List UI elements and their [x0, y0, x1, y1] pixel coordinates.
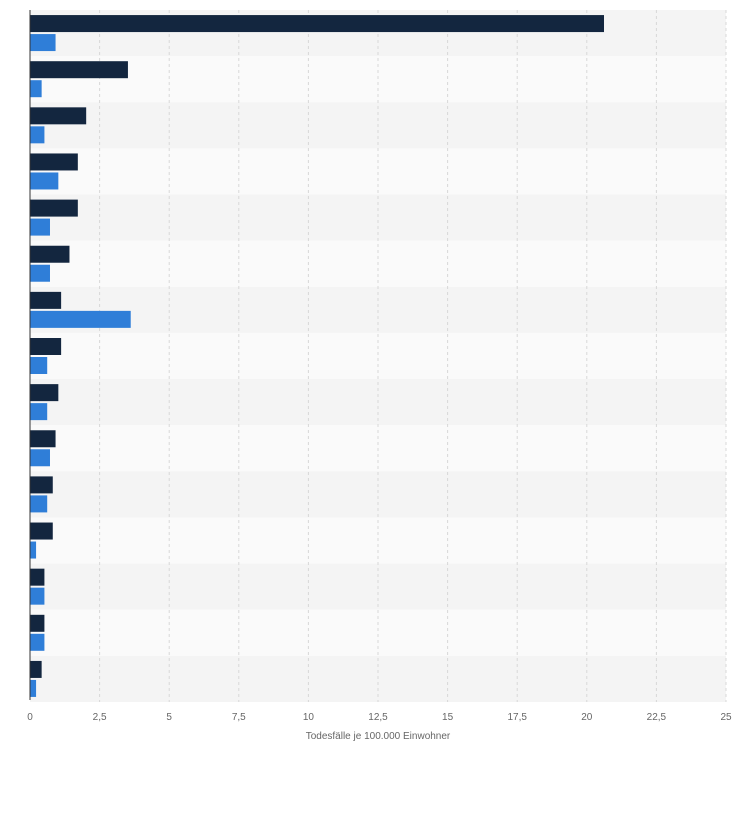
bar-series-2-row-2	[30, 80, 42, 98]
x-tick-label: 10	[303, 712, 315, 723]
series-2-bars	[30, 34, 131, 697]
bar-series-1-row-12	[30, 522, 53, 540]
x-tick-label: 25	[720, 712, 732, 723]
x-tick-label: 5	[166, 712, 172, 723]
x-tick-label: 0	[27, 712, 33, 723]
x-axis-title: Todesfälle je 100.000 Einwohner	[306, 731, 451, 742]
bar-series-2-row-8	[30, 357, 48, 374]
x-tick-label: 15	[442, 712, 454, 723]
x-tick-label: 12,5	[368, 712, 388, 723]
bar-series-2-row-14	[30, 633, 45, 651]
x-axis-ticks: 0 2,5 5 7,5 10 12,5 15 17,5 20 22,5 25	[27, 712, 732, 723]
bar-series-1-row-7	[30, 291, 62, 309]
x-tick-label: 7,5	[232, 712, 246, 723]
bar-series-2-row-15	[30, 679, 37, 697]
series-1-bars	[30, 15, 605, 678]
bar-series-1-row-9	[30, 384, 59, 402]
bar-series-2-row-13	[30, 587, 45, 605]
bar-series-2-row-7	[30, 310, 131, 328]
bar-series-1-row-2	[30, 61, 128, 79]
bar-series-1-row-13	[30, 568, 45, 586]
bar-series-1-row-8	[30, 338, 62, 355]
bar-series-1-row-3	[30, 107, 87, 125]
bar-series-1-row-15	[30, 660, 42, 678]
bar-series-1-row-11	[30, 476, 53, 494]
bar-series-2-row-4	[30, 172, 59, 190]
bar-series-1-row-6	[30, 245, 70, 263]
bar-series-2-row-1	[30, 34, 56, 52]
bar-series-1-row-1	[30, 15, 605, 33]
bar-series-2-row-9	[30, 403, 48, 421]
bar-series-2-row-11	[30, 495, 48, 513]
bar-series-1-row-14	[30, 614, 45, 632]
x-tick-label: 20	[581, 712, 593, 723]
bar-series-2-row-10	[30, 449, 50, 467]
bar-series-2-row-5	[30, 218, 50, 236]
bar-series-2-row-6	[30, 264, 50, 282]
bar-series-1-row-10	[30, 430, 56, 448]
bar-series-1-row-5	[30, 199, 78, 217]
bar-series-1-row-4	[30, 153, 78, 171]
gridlines	[99, 10, 727, 702]
x-tick-label: 17,5	[507, 712, 527, 723]
x-tick-label: 2,5	[93, 712, 107, 723]
x-tick-label: 22,5	[647, 712, 667, 723]
bar-series-2-row-12	[30, 541, 37, 559]
bar-series-2-row-3	[30, 126, 45, 144]
